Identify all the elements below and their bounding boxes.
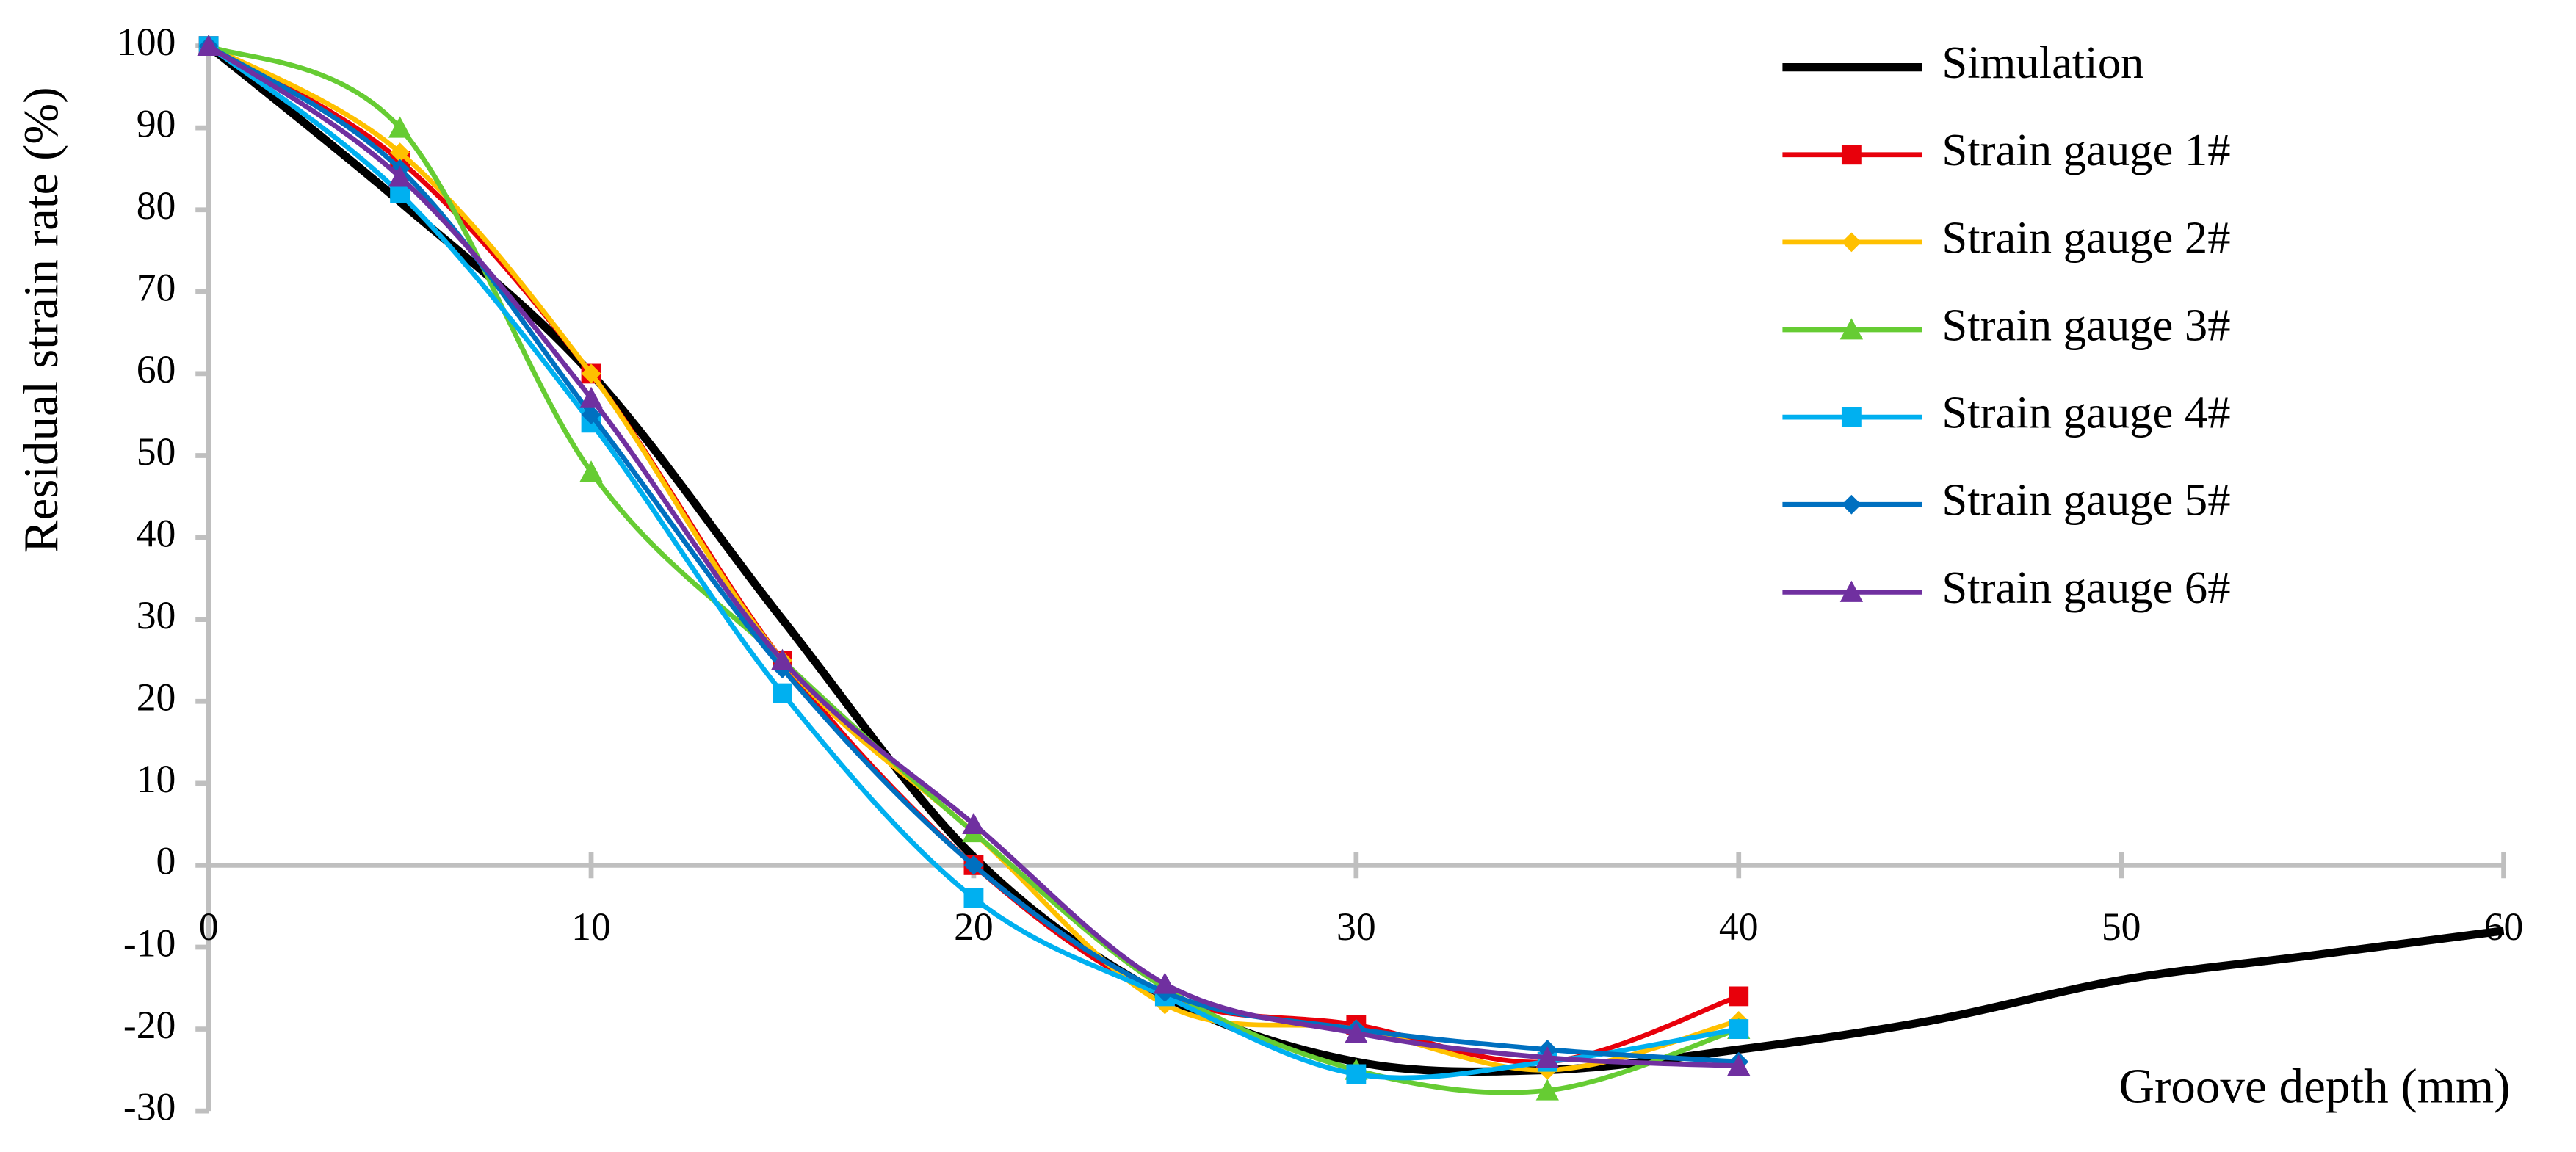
- marker: [1535, 1046, 1559, 1068]
- y-tick-label: 90: [137, 101, 176, 145]
- marker: [579, 460, 603, 482]
- marker: [773, 683, 792, 703]
- y-tick-label: 20: [137, 675, 176, 720]
- legend-label: Strain gauge 4#: [1942, 387, 2230, 438]
- x-tick-label: 40: [1719, 905, 1759, 949]
- y-tick-label: 70: [137, 266, 176, 310]
- marker: [581, 405, 601, 425]
- marker: [1346, 1064, 1367, 1084]
- legend-label: Strain gauge 3#: [1942, 299, 2230, 350]
- series-line: [207, 43, 1740, 1095]
- y-tick-label: 80: [137, 184, 176, 228]
- y-tick-label: 40: [137, 511, 176, 555]
- marker: [770, 648, 795, 670]
- marker: [1727, 1054, 1751, 1076]
- marker: [1841, 407, 1862, 427]
- y-tick-label: 0: [156, 839, 176, 883]
- marker: [1841, 145, 1862, 165]
- legend-label: Strain gauge 6#: [1942, 562, 2230, 613]
- x-tick-label: 20: [954, 905, 994, 949]
- marker: [963, 888, 984, 908]
- marker: [1839, 318, 1864, 340]
- series-line: [207, 43, 1740, 1081]
- marker: [1153, 972, 1177, 994]
- legend-label: Strain gauge 2#: [1942, 211, 2230, 263]
- y-tick-label: 100: [117, 20, 176, 64]
- marker: [388, 116, 412, 138]
- x-axis-label: Groove depth (mm): [2119, 1059, 2510, 1114]
- marker: [1729, 986, 1749, 1007]
- x-tick-label: 50: [2102, 905, 2141, 949]
- marker: [1729, 1019, 1749, 1039]
- y-tick-label: 10: [137, 757, 176, 801]
- marker: [388, 165, 412, 187]
- marker: [1839, 580, 1864, 602]
- x-tick-label: 60: [2484, 905, 2524, 949]
- y-tick-label: -20: [123, 1003, 176, 1047]
- marker: [1841, 232, 1862, 253]
- x-tick-label: 0: [199, 905, 219, 949]
- y-tick-label: -10: [123, 921, 176, 965]
- marker: [1345, 1021, 1368, 1043]
- marker: [579, 386, 603, 408]
- marker: [1841, 494, 1862, 515]
- y-tick-label: 30: [137, 593, 176, 637]
- marker: [1535, 1079, 1559, 1101]
- marker: [962, 812, 985, 835]
- x-tick-label: 30: [1336, 905, 1376, 949]
- series-line: [207, 43, 1739, 1069]
- marker: [197, 34, 220, 56]
- y-tick-label: -30: [123, 1084, 176, 1129]
- legend-label: Strain gauge 1#: [1942, 124, 2230, 175]
- legend-label: Strain gauge 5#: [1942, 474, 2230, 526]
- y-tick-label: 50: [137, 430, 176, 474]
- y-tick-label: 60: [137, 347, 176, 391]
- y-axis-label: Residual strain rate (%): [13, 87, 68, 553]
- marker: [390, 142, 410, 163]
- legend-label: Simulation: [1942, 37, 2143, 88]
- marker: [581, 363, 601, 384]
- x-tick-label: 10: [571, 905, 611, 949]
